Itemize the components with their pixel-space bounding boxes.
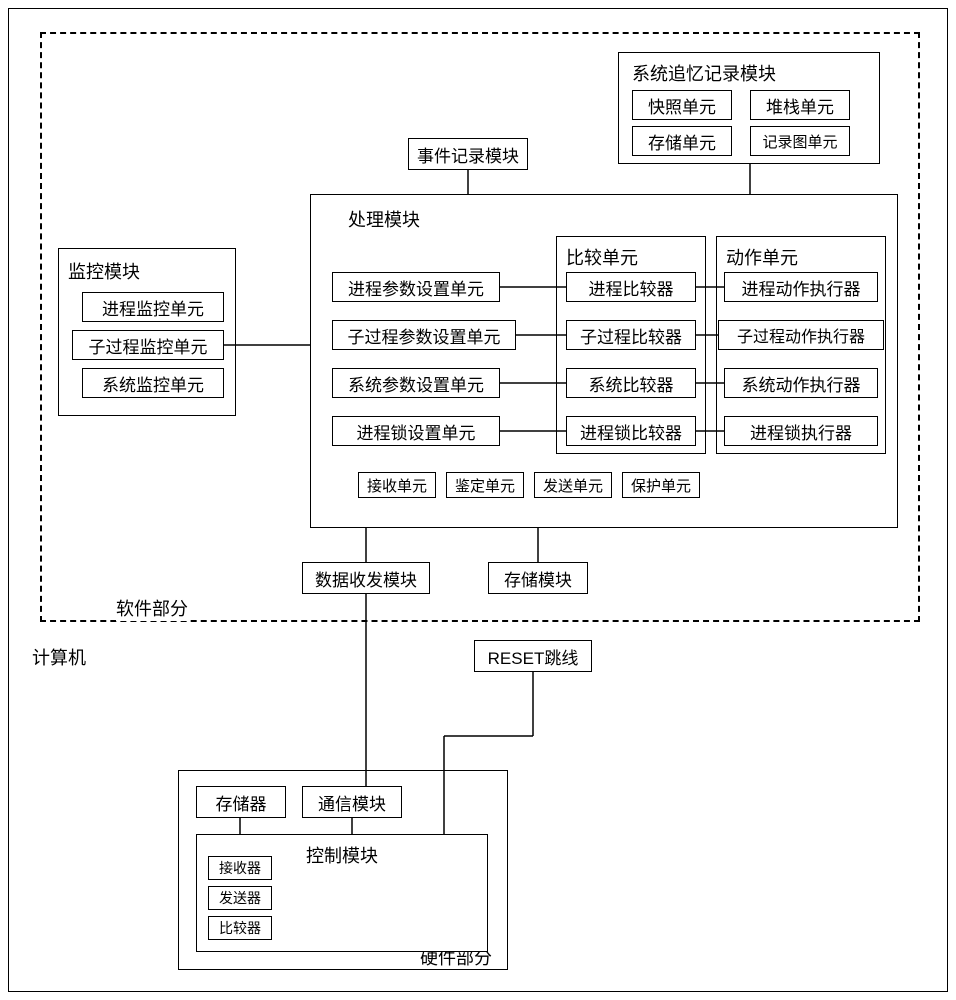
store-unit: 存储单元 [632, 126, 732, 156]
process-lock-comparator: 进程锁比较器 [566, 416, 696, 446]
protect-unit: 保护单元 [622, 472, 700, 498]
system-action-executor: 系统动作执行器 [724, 368, 878, 398]
comparator: 比较器 [208, 916, 272, 940]
record-diagram-unit: 记录图单元 [750, 126, 850, 156]
system-param-set-unit: 系统参数设置单元 [332, 368, 500, 398]
process-param-set-unit: 进程参数设置单元 [332, 272, 500, 302]
process-lock-set-unit: 进程锁设置单元 [332, 416, 500, 446]
receive-unit: 接收单元 [358, 472, 436, 498]
software-label: 软件部分 [116, 595, 188, 621]
process-monitor-unit: 进程监控单元 [82, 292, 224, 322]
monitor-title: 监控模块 [68, 258, 140, 284]
reset-jumper: RESET跳线 [474, 640, 592, 672]
system-monitor-unit: 系统监控单元 [82, 368, 224, 398]
event-record-label: 事件记录模块 [417, 142, 519, 167]
sys-recall-title: 系统追忆记录模块 [632, 60, 776, 86]
process-comparator: 进程比较器 [566, 272, 696, 302]
process-lock-executor: 进程锁执行器 [724, 416, 878, 446]
processing-title: 处理模块 [348, 206, 420, 232]
comm-module: 通信模块 [302, 786, 402, 818]
control-title: 控制模块 [306, 842, 378, 868]
transmitter: 发送器 [208, 886, 272, 910]
memory: 存储器 [196, 786, 286, 818]
event-record-module: 事件记录模块 [408, 138, 528, 170]
identify-unit: 鉴定单元 [446, 472, 524, 498]
stack-unit: 堆栈单元 [750, 90, 850, 120]
action-title: 动作单元 [726, 244, 798, 270]
process-action-executor: 进程动作执行器 [724, 272, 878, 302]
subprocess-monitor-unit: 子过程监控单元 [72, 330, 224, 360]
computer-label: 计算机 [32, 644, 86, 670]
data-tx-module: 数据收发模块 [302, 562, 430, 594]
storage-module: 存储模块 [488, 562, 588, 594]
send-unit: 发送单元 [534, 472, 612, 498]
subprocess-action-executor: 子过程动作执行器 [718, 320, 884, 350]
system-comparator: 系统比较器 [566, 368, 696, 398]
subprocess-comparator: 子过程比较器 [566, 320, 696, 350]
compare-title: 比较单元 [566, 244, 638, 270]
receiver: 接收器 [208, 856, 272, 880]
snapshot-unit: 快照单元 [632, 90, 732, 120]
subprocess-param-set-unit: 子过程参数设置单元 [332, 320, 516, 350]
